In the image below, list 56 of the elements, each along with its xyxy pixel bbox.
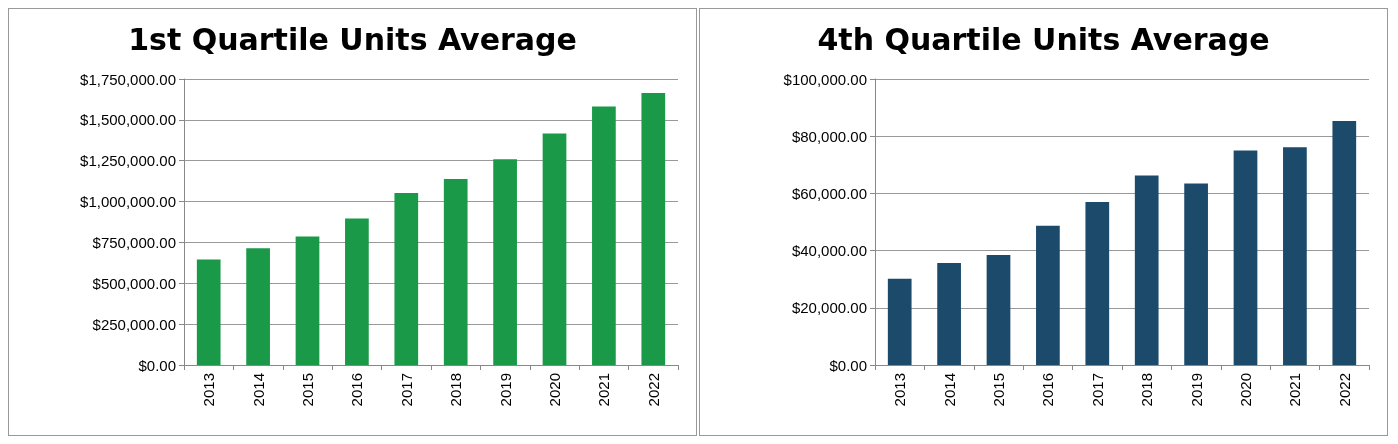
y-tick-label: $1,250,000.00 bbox=[80, 152, 176, 170]
x-tick-label: 2018 bbox=[447, 373, 465, 407]
y-tick-label: $500,000.00 bbox=[92, 274, 176, 292]
bar bbox=[196, 259, 221, 365]
bar bbox=[1233, 150, 1258, 365]
x-tick-label: 2013 bbox=[891, 373, 909, 407]
x-tick-label: 2022 bbox=[1335, 373, 1353, 407]
x-tick-label: 2015 bbox=[299, 373, 316, 407]
bar bbox=[1085, 201, 1110, 365]
x-tick-label: 2021 bbox=[595, 373, 613, 407]
bar bbox=[641, 92, 666, 365]
y-tick-label: $750,000.00 bbox=[92, 233, 176, 251]
y-tick-label: $1,500,000.00 bbox=[80, 111, 176, 129]
x-tick-label: 2018 bbox=[1138, 373, 1156, 407]
y-tick-label: $1,750,000.00 bbox=[80, 70, 176, 88]
bar bbox=[1332, 121, 1357, 365]
x-tick-label: 2022 bbox=[644, 373, 662, 407]
bar bbox=[887, 278, 912, 365]
x-tick-label: 2016 bbox=[1039, 373, 1057, 407]
x-tick-label: 2014 bbox=[940, 373, 958, 407]
x-tick-label: 2015 bbox=[990, 373, 1007, 407]
y-tick-label: $40,000.00 bbox=[791, 242, 867, 260]
x-tick-label: 2020 bbox=[1237, 373, 1254, 407]
x-tick-label: 2021 bbox=[1286, 373, 1304, 407]
x-tick-label: 2017 bbox=[397, 373, 415, 407]
bar bbox=[345, 218, 369, 365]
bar bbox=[1036, 225, 1060, 365]
bar bbox=[443, 179, 468, 365]
y-tick-label: $80,000.00 bbox=[791, 127, 867, 145]
x-tick-label: 2017 bbox=[1088, 373, 1106, 407]
bar bbox=[592, 106, 616, 365]
bar bbox=[246, 248, 270, 365]
chart-title: 1st Quartile Units Average bbox=[128, 21, 577, 57]
bar bbox=[295, 236, 320, 365]
y-tick-label: $0.00 bbox=[829, 356, 867, 374]
bar bbox=[493, 159, 517, 365]
y-tick-label: $1,000,000.00 bbox=[80, 193, 176, 211]
x-tick-label: 2013 bbox=[200, 373, 218, 407]
x-tick-label: 2019 bbox=[496, 373, 514, 407]
y-tick-label: $60,000.00 bbox=[791, 184, 867, 202]
bar bbox=[937, 262, 961, 365]
x-tick-label: 2016 bbox=[348, 373, 366, 407]
x-tick-label: 2020 bbox=[546, 373, 563, 407]
bar bbox=[1134, 175, 1159, 365]
y-tick-label: $250,000.00 bbox=[92, 315, 176, 333]
bar bbox=[542, 133, 567, 365]
bar bbox=[1184, 183, 1208, 365]
bar bbox=[986, 254, 1011, 365]
x-tick-label: 2014 bbox=[249, 373, 267, 407]
x-tick-label: 2019 bbox=[1187, 373, 1205, 407]
y-tick-label: $100,000.00 bbox=[783, 70, 867, 88]
bar bbox=[394, 192, 419, 365]
y-tick-label: $0.00 bbox=[138, 356, 176, 374]
chart-title: 4th Quartile Units Average bbox=[817, 21, 1270, 57]
bar bbox=[1283, 147, 1307, 365]
y-tick-label: $20,000.00 bbox=[791, 299, 867, 317]
